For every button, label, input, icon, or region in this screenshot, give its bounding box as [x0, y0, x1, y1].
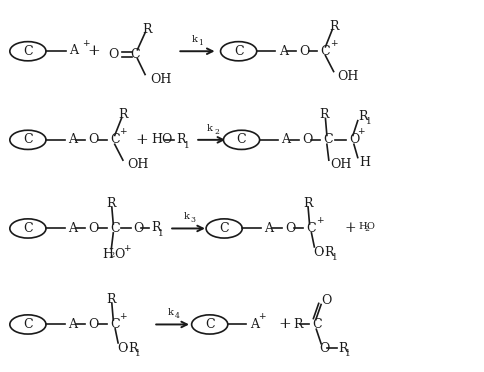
- Text: O: O: [89, 318, 99, 331]
- Text: +: +: [278, 317, 291, 331]
- Text: R: R: [128, 341, 137, 355]
- Text: 1: 1: [183, 141, 189, 150]
- Text: OH: OH: [337, 70, 358, 83]
- Text: +: +: [344, 221, 356, 235]
- Text: +: +: [82, 39, 89, 48]
- Text: R: R: [319, 108, 329, 121]
- Text: C: C: [23, 318, 32, 331]
- Text: 1: 1: [158, 229, 164, 238]
- Text: C: C: [320, 45, 330, 58]
- Text: R: R: [106, 293, 116, 306]
- Text: 1: 1: [135, 349, 141, 358]
- Text: R: R: [328, 20, 338, 33]
- Text: +: +: [119, 312, 127, 321]
- Text: 1: 1: [365, 117, 371, 126]
- Text: C: C: [305, 222, 315, 235]
- Text: A: A: [249, 318, 258, 331]
- Text: R: R: [302, 197, 312, 210]
- Text: O: O: [313, 246, 323, 259]
- Text: A: A: [278, 45, 287, 58]
- Text: R: R: [324, 246, 333, 259]
- Text: O: O: [366, 222, 374, 231]
- Text: A: A: [68, 222, 77, 235]
- Text: k: k: [167, 308, 173, 317]
- Text: R: R: [337, 342, 347, 355]
- Text: R: R: [151, 221, 160, 234]
- Text: +: +: [119, 127, 127, 136]
- Text: C: C: [323, 133, 333, 146]
- Text: 2: 2: [110, 251, 115, 259]
- Text: H: H: [359, 155, 370, 169]
- Text: A: A: [68, 133, 77, 146]
- Text: R: R: [176, 132, 185, 145]
- Text: C: C: [110, 133, 119, 146]
- Text: C: C: [23, 45, 32, 58]
- Text: O: O: [133, 222, 144, 235]
- Text: O: O: [320, 294, 331, 307]
- Text: O: O: [89, 133, 99, 146]
- Text: OH: OH: [150, 73, 171, 86]
- Text: O: O: [284, 222, 295, 235]
- Text: +: +: [122, 244, 130, 253]
- Text: C: C: [110, 222, 119, 235]
- Text: A: A: [264, 222, 272, 235]
- Text: C: C: [312, 318, 321, 331]
- Text: +: +: [88, 44, 100, 58]
- Text: O: O: [89, 222, 99, 235]
- Text: H: H: [358, 222, 366, 231]
- Text: +: +: [136, 133, 148, 147]
- Text: 1: 1: [331, 253, 337, 262]
- Text: R: R: [358, 110, 367, 124]
- Text: R: R: [142, 23, 152, 36]
- Text: 2: 2: [213, 128, 218, 136]
- Text: 2: 2: [363, 225, 368, 233]
- Text: HO: HO: [151, 133, 172, 146]
- Text: OH: OH: [126, 158, 148, 171]
- Text: +: +: [257, 312, 265, 321]
- Text: OH: OH: [329, 158, 350, 171]
- Text: A: A: [68, 318, 77, 331]
- Text: +: +: [315, 216, 323, 225]
- Text: A: A: [69, 44, 78, 57]
- Text: +: +: [356, 127, 363, 136]
- Text: O: O: [319, 342, 329, 355]
- Text: C: C: [23, 222, 32, 235]
- Text: k: k: [191, 35, 197, 44]
- Text: A: A: [281, 133, 290, 146]
- Text: C: C: [130, 48, 140, 61]
- Text: ·: ·: [320, 246, 324, 259]
- Text: C: C: [219, 222, 228, 235]
- Text: 3: 3: [190, 217, 196, 224]
- Text: 4: 4: [174, 312, 179, 320]
- Text: C: C: [233, 45, 243, 58]
- Text: C: C: [23, 133, 32, 146]
- Text: C: C: [204, 318, 214, 331]
- Text: C: C: [110, 318, 119, 331]
- Text: O: O: [114, 248, 124, 261]
- Text: O: O: [302, 133, 312, 146]
- Text: k: k: [183, 212, 189, 221]
- Text: k: k: [206, 124, 212, 132]
- Text: R: R: [293, 318, 302, 331]
- Text: 1: 1: [345, 349, 350, 358]
- Text: O: O: [299, 45, 309, 58]
- Text: O: O: [348, 133, 359, 146]
- Text: +: +: [330, 39, 337, 48]
- Text: R: R: [106, 197, 116, 210]
- Text: O: O: [117, 341, 127, 355]
- Text: 1: 1: [198, 39, 203, 47]
- Text: C: C: [236, 133, 246, 146]
- Text: O: O: [108, 48, 119, 61]
- Text: ·: ·: [124, 341, 128, 355]
- Text: H: H: [103, 248, 113, 261]
- Text: R: R: [118, 108, 127, 121]
